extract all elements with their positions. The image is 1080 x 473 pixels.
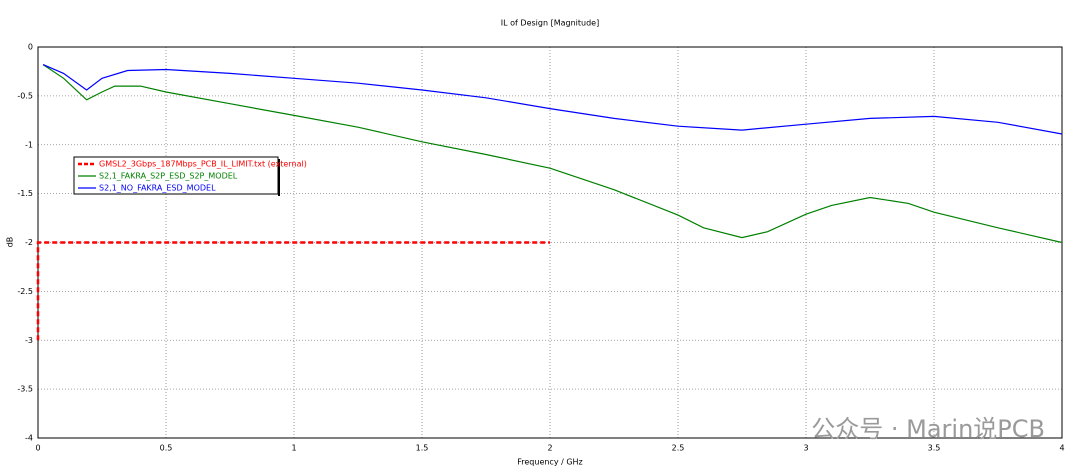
y-tick-label: -3.5 <box>17 385 33 394</box>
y-tick-label: -2.5 <box>17 287 33 296</box>
y-tick-label: -4 <box>25 434 33 443</box>
y-tick-label: -2 <box>25 238 33 247</box>
chart-title: IL of Design [Magnitude] <box>501 19 599 28</box>
legend-label: GMSL2_3Gbps_187Mbps_PCB_IL_LIMIT.txt (ex… <box>99 160 307 169</box>
y-tick-label: 0 <box>28 43 33 52</box>
y-tick-label: -1.5 <box>17 189 33 198</box>
y-tick-label: -1 <box>25 140 33 149</box>
watermark: 公众号 · Marin说PCB <box>811 415 1045 443</box>
legend-box <box>73 156 279 195</box>
y-tick-label: -3 <box>25 336 33 345</box>
y-axis-label: dB <box>6 237 15 248</box>
x-tick-label: 0.5 <box>160 444 173 453</box>
x-axis-label: Frequency / GHz <box>517 458 583 467</box>
y-tick-label: -0.5 <box>17 91 33 100</box>
x-tick-label: 4 <box>1059 444 1064 453</box>
x-tick-label: 2 <box>547 444 552 453</box>
x-tick-label: 3 <box>803 444 808 453</box>
x-tick-label: 1.5 <box>416 444 429 453</box>
series-line <box>36 241 550 341</box>
legend-shadow <box>278 159 280 196</box>
x-tick-label: 1 <box>291 444 296 453</box>
series-line <box>42 64 1063 135</box>
x-tick-label: 3.5 <box>928 444 941 453</box>
legend-label: S2,1_NO_FAKRA_ESD_MODEL <box>99 184 216 193</box>
x-tick-label: 0 <box>35 444 40 453</box>
x-tick-label: 2.5 <box>672 444 685 453</box>
legend-label: S2,1_FAKRA_S2P_ESD_S2P_MODEL <box>99 172 238 181</box>
series-line <box>42 64 1063 244</box>
